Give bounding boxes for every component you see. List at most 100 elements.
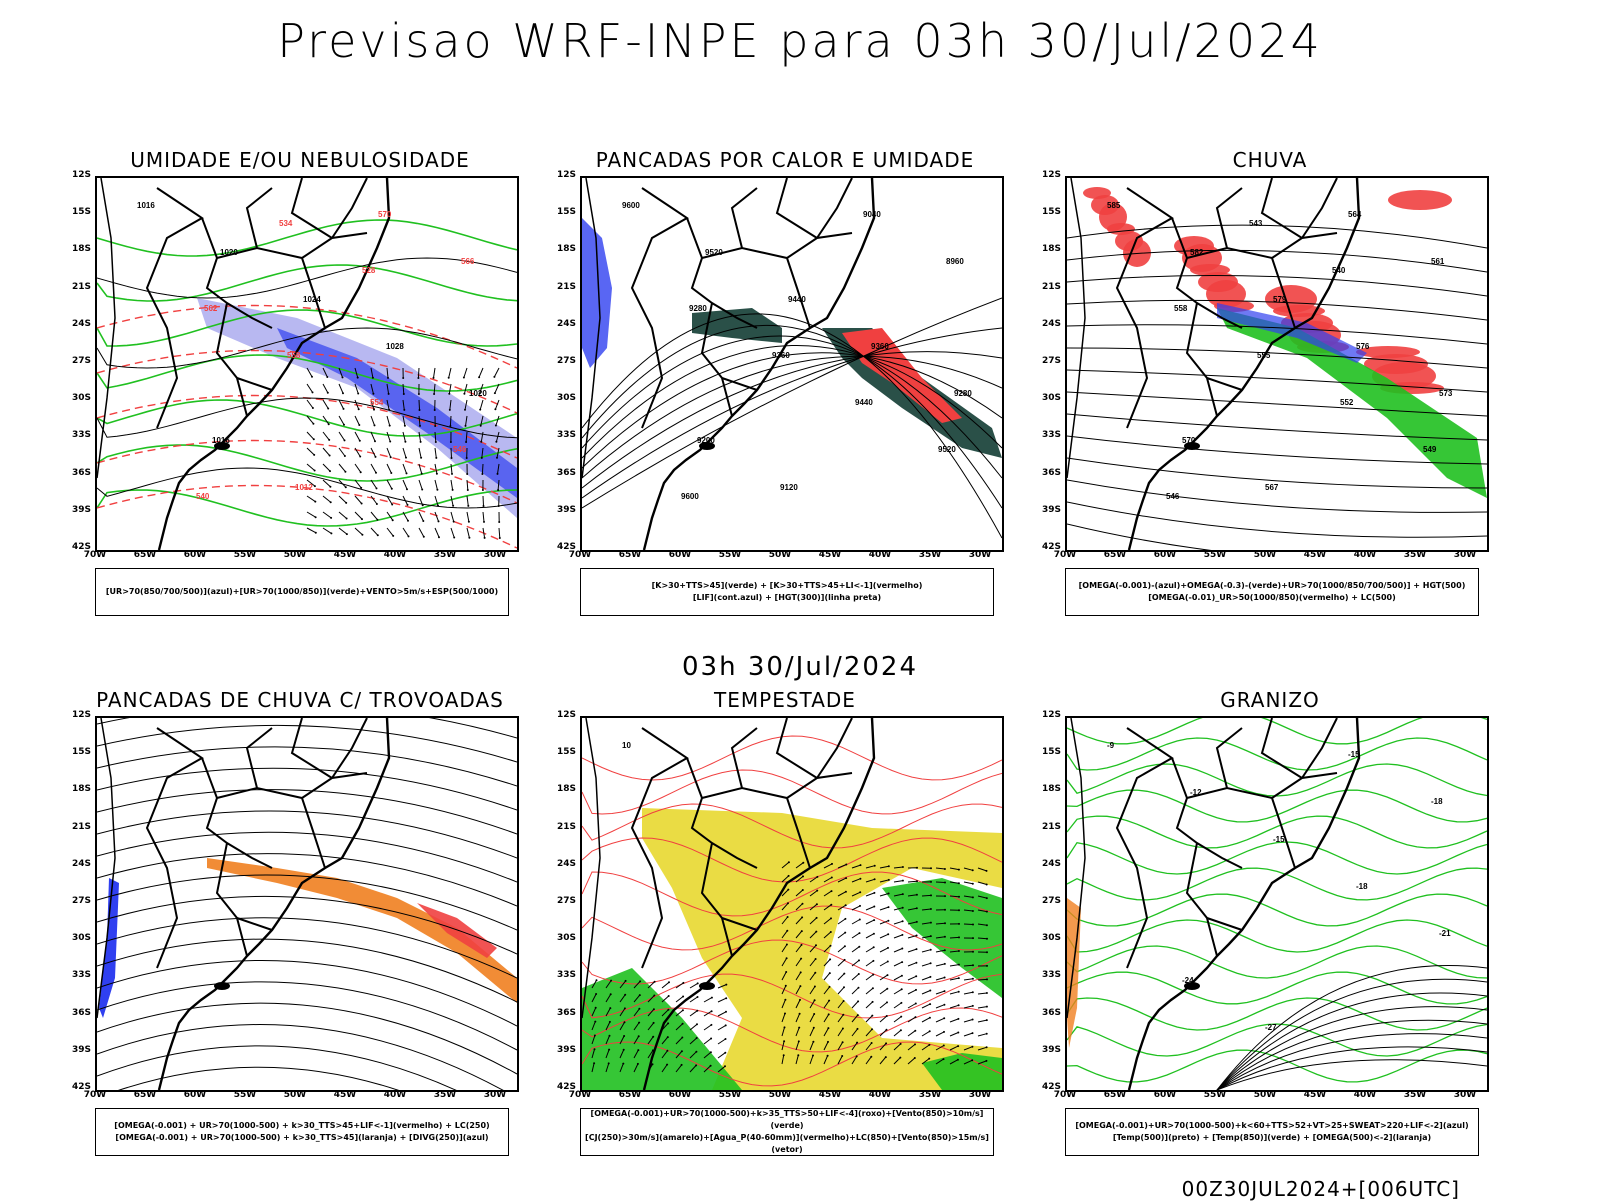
lat-tick-label: 39S [540, 505, 576, 515]
contour-label: 582 [1190, 248, 1204, 257]
map-graphics: -9-12-15-18-21-24-27-15-18 [1067, 718, 1487, 1090]
lat-tick-label: 30S [55, 933, 91, 943]
lat-tick-label: 15S [540, 207, 576, 217]
lat-tick-label: 18S [55, 244, 91, 254]
contour-label: -15 [1273, 835, 1285, 844]
contour-label: -27 [1265, 1023, 1277, 1032]
legend-line: [OMEGA(-0.001) + UR>70(1000-500) + k>30_… [96, 1120, 508, 1132]
panel-legend: [K>30+TTS>45](verde) + [K>30+TTS>45+LI<-… [580, 568, 994, 616]
lat-tick-label: 15S [1025, 747, 1061, 757]
lat-tick-label: 30S [55, 393, 91, 403]
contour-label: 1012 [295, 483, 313, 492]
lat-tick-label: 30S [1025, 933, 1061, 943]
lat-tick-label: 39S [1025, 505, 1061, 515]
legend-line: [OMEGA(-0.001)+UR>70(1000-500)+k>35_TTS>… [581, 1108, 993, 1132]
legend-line: [OMEGA(-0.001) + UR>70(1000-500) + k>30_… [96, 1132, 508, 1144]
lat-tick-label: 12S [540, 710, 576, 720]
lat-tick-label: 18S [540, 244, 576, 254]
lat-tick-label: 36S [1025, 468, 1061, 478]
run-label: 00Z30JUL2024+[006UTC] [1182, 1177, 1460, 1201]
panel-title: UMIDADE E/OU NEBULOSIDADE [55, 148, 545, 172]
contour-label: 9360 [772, 351, 790, 360]
panel-title: TEMPESTADE [540, 688, 1030, 712]
lat-tick-label: 15S [540, 747, 576, 757]
contour-label: 540 [196, 492, 210, 501]
lat-tick-label: 21S [55, 282, 91, 292]
lat-tick-label: 21S [1025, 822, 1061, 832]
contour-label: -24 [1182, 976, 1194, 985]
contour-label: -15 [1348, 750, 1360, 759]
lat-tick-label: 18S [55, 784, 91, 794]
contour-label: 1020 [220, 248, 238, 257]
contour-label: 9040 [863, 210, 881, 219]
lat-tick-label: 36S [540, 1008, 576, 1018]
contour-label: 573 [1439, 389, 1453, 398]
mid-title: 03h 30/Jul/2024 [0, 652, 1600, 682]
lat-tick-label: 33S [540, 430, 576, 440]
lat-tick-label: 27S [55, 356, 91, 366]
lat-tick-label: 15S [1025, 207, 1061, 217]
lat-tick-label: 21S [540, 822, 576, 832]
lat-tick-label: 18S [1025, 784, 1061, 794]
contour-label: 558 [287, 351, 301, 360]
contour-label: 549 [1423, 445, 1437, 454]
contour-label: 585 [1107, 201, 1121, 210]
lat-tick-label: 15S [55, 207, 91, 217]
map-graphics: 10 [582, 718, 1002, 1090]
lat-tick-label: 15S [55, 747, 91, 757]
contour-label: 10 [622, 741, 631, 750]
map-plot [95, 716, 519, 1092]
lat-tick-label: 36S [1025, 1008, 1061, 1018]
lat-tick-label: 24S [1025, 859, 1061, 869]
lat-tick-label: 36S [540, 468, 576, 478]
contour-label: 9360 [871, 342, 889, 351]
map-plot: 10 [580, 716, 1004, 1092]
contour-label: 9600 [681, 492, 699, 501]
lat-tick-label: 33S [55, 430, 91, 440]
lat-tick-label: 39S [1025, 1045, 1061, 1055]
lat-tick-label: 30S [540, 933, 576, 943]
lat-tick-label: 12S [1025, 710, 1061, 720]
lat-tick-label: 21S [55, 822, 91, 832]
lat-tick-label: 27S [1025, 356, 1061, 366]
lat-tick-label: 18S [540, 784, 576, 794]
legend-line: [CJ(250)>30m/s](amarelo)+[Agua_P(40-60mm… [581, 1132, 993, 1156]
lat-tick-label: 30S [1025, 393, 1061, 403]
lat-tick-label: 36S [55, 468, 91, 478]
lat-tick-label: 39S [55, 1045, 91, 1055]
panel-legend: [OMEGA(-0.001)+UR>70(1000-500)+k>35_TTS>… [580, 1108, 994, 1156]
lat-tick-label: 27S [540, 896, 576, 906]
lat-tick-label: 12S [55, 170, 91, 180]
lat-tick-label: 12S [1025, 170, 1061, 180]
contour-label: 9120 [780, 483, 798, 492]
contour-label: 567 [1265, 483, 1279, 492]
contour-label: 1016 [137, 201, 155, 210]
contour-label: 564 [1348, 210, 1362, 219]
lat-tick-label: 36S [55, 1008, 91, 1018]
panel-title: GRANIZO [1025, 688, 1515, 712]
contour-label: 570 [1182, 436, 1196, 445]
contour-label: 558 [1174, 304, 1188, 313]
contour-label: 555 [1257, 351, 1271, 360]
lat-tick-label: 24S [1025, 319, 1061, 329]
lat-tick-label: 12S [55, 710, 91, 720]
contour-label: 546 [1166, 492, 1180, 501]
lat-tick-label: 24S [540, 319, 576, 329]
lat-tick-label: 33S [1025, 430, 1061, 440]
map-graphics: 9600952094409360928092009120904089609280… [582, 178, 1002, 550]
lat-tick-label: 27S [540, 356, 576, 366]
legend-line: [K>30+TTS>45](verde) + [K>30+TTS>45+LI<-… [581, 580, 993, 592]
legend-line: [OMEGA(-0.01)_UR>50(1000/850)(vermelho) … [1066, 592, 1478, 604]
contour-label: -18 [1356, 882, 1368, 891]
contour-label: 554 [370, 398, 384, 407]
panel-title: PANCADAS POR CALOR E UMIDADE [540, 148, 1030, 172]
contour-label: 579 [1273, 295, 1287, 304]
contour-label: 9200 [697, 436, 715, 445]
contour-label: 562 [204, 304, 218, 313]
